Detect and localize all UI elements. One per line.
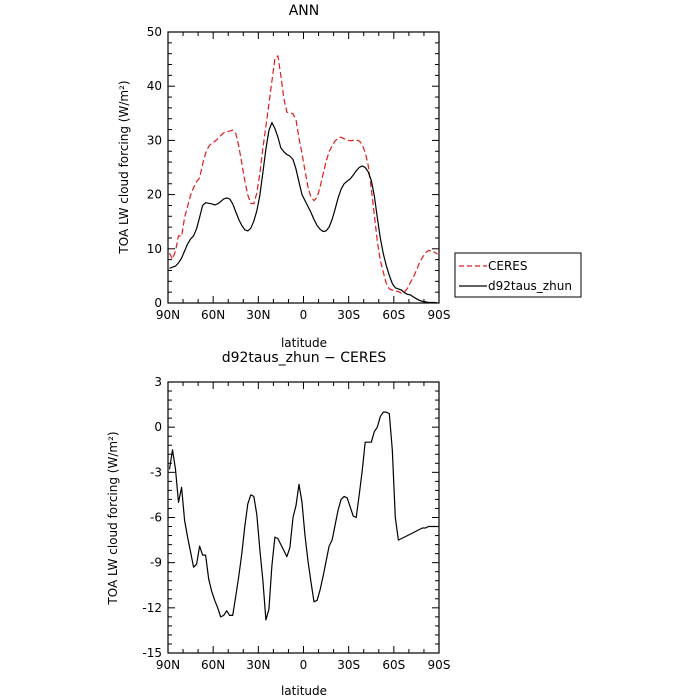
top-y-tick-label: 50 [147, 25, 162, 39]
bottom-x-tick-label: 90S [428, 658, 451, 672]
bottom-x-tick-label: 30N [246, 658, 270, 672]
top-y-tick-label: 0 [154, 296, 162, 310]
top-x-tick-label: 90S [428, 308, 451, 322]
bottom-panel-title: d92taus_zhun − CERES [222, 350, 387, 366]
top-y-tick-label: 10 [147, 242, 162, 256]
bottom-x-tick-label: 60S [382, 658, 405, 672]
bottom-y-tick-label: 3 [154, 375, 162, 389]
legend-label-d92taus-zhun: d92taus_zhun [488, 279, 572, 293]
top-y-tick-label: 20 [147, 188, 162, 202]
bottom-panel: d92taus_zhun − CERES TOA LW cloud forcin… [106, 350, 450, 698]
bottom-x-tick-label: 30S [337, 658, 360, 672]
bottom-y-tick-label: -15 [142, 646, 162, 660]
top-x-tick-label: 60S [382, 308, 405, 322]
top-plot-area: 90N 60N 30N 0 30S 60S 90S 0 10 20 30 40 50 [147, 25, 451, 322]
top-x-tick-label: 30S [337, 308, 360, 322]
top-y-tick-label: 30 [147, 133, 162, 147]
bottom-x-axis-label: latitude [281, 684, 327, 698]
bottom-y-tick-label: -9 [150, 556, 162, 570]
bottom-y-tick-label: 0 [154, 420, 162, 434]
bottom-series-line-0 [168, 411, 438, 621]
top-x-tick-label: 60N [201, 308, 225, 322]
legend-label-ceres: CERES [488, 259, 528, 273]
bottom-y-tick-label: -12 [142, 601, 162, 615]
bottom-y-tick-label: -3 [150, 465, 162, 479]
top-series-line-ceres [168, 55, 438, 294]
top-panel: ANN TOA LW cloud forcing (W/m²) latitude… [117, 3, 582, 350]
top-x-tick-label: 30N [246, 308, 270, 322]
top-series-line-d92taus-zhun [169, 121, 438, 304]
bottom-x-tick-label: 90N [156, 658, 180, 672]
top-y-axis-label: TOA LW cloud forcing (W/m²) [117, 80, 131, 254]
bottom-y-axis-label: TOA LW cloud forcing (W/m²) [106, 431, 120, 605]
top-x-axis-label: latitude [281, 336, 327, 350]
bottom-x-tick-label: 60N [201, 658, 225, 672]
top-x-tick-label: 0 [300, 308, 308, 322]
legend-box [454, 252, 582, 298]
bottom-y-tick-label: -6 [150, 511, 162, 525]
top-panel-title: ANN [289, 3, 320, 19]
bottom-plot-area: 90N 60N 30N 0 30S 60S 90S 3 0 -3 -6 -9 -12 -15 [142, 375, 450, 672]
bottom-x-tick-label: 0 [300, 658, 308, 672]
top-x-tick-label: 90N [156, 308, 180, 322]
top-plot-frame [167, 31, 440, 304]
legend: CERES d92taus_zhun [454, 252, 582, 298]
top-y-tick-label: 40 [147, 79, 162, 93]
